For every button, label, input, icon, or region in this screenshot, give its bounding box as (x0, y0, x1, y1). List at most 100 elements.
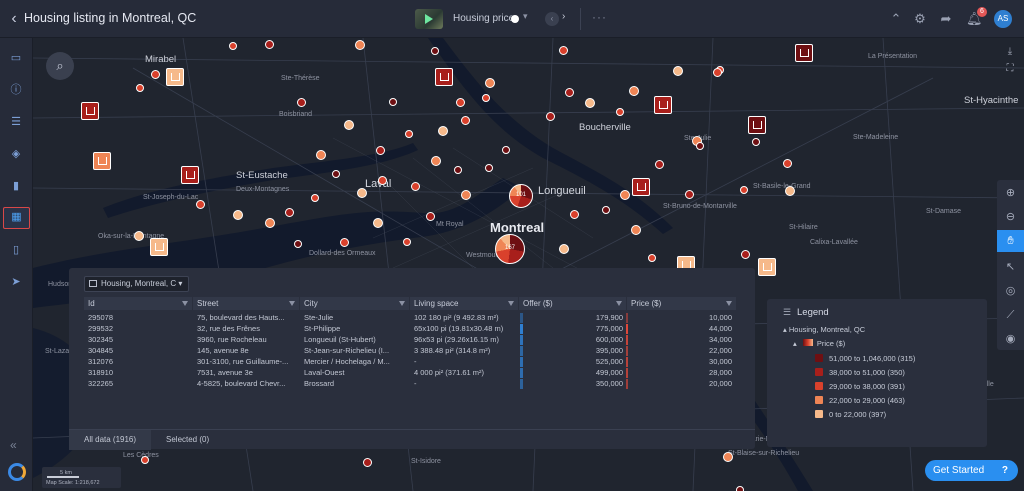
price-marker[interactable] (602, 206, 610, 214)
house-icon[interactable] (181, 166, 199, 184)
more-options-icon[interactable]: ··· (592, 10, 607, 24)
zoom-in-icon[interactable]: ⊕ (1005, 187, 1016, 199)
price-marker[interactable] (685, 190, 694, 199)
price-marker[interactable] (736, 486, 744, 491)
price-marker[interactable] (438, 126, 448, 136)
price-marker[interactable] (502, 146, 510, 154)
price-marker[interactable] (673, 66, 683, 76)
price-marker[interactable] (482, 94, 490, 102)
price-marker[interactable] (723, 452, 733, 462)
price-marker[interactable] (431, 47, 439, 55)
price-marker[interactable] (740, 186, 748, 194)
price-marker[interactable] (378, 176, 387, 185)
price-marker[interactable] (136, 84, 144, 92)
filter-icon[interactable] (399, 301, 405, 306)
collapse-sidebar-icon[interactable]: « (10, 438, 17, 452)
price-marker[interactable] (285, 208, 294, 217)
price-marker[interactable] (265, 40, 274, 49)
help-icon[interactable]: ? (1001, 465, 1008, 476)
column-header-street[interactable]: Street (193, 297, 299, 310)
price-marker[interactable] (357, 188, 367, 198)
filter-icon[interactable] (182, 301, 188, 306)
table-icon[interactable]: ▦ (3, 207, 30, 229)
list-icon[interactable]: ☰ (11, 116, 21, 128)
previous-layer-button[interactable]: ‹ (545, 12, 559, 26)
gear-icon[interactable]: ⚙ (914, 11, 926, 26)
price-marker[interactable] (456, 98, 465, 107)
tab-selected[interactable]: Selected (0) (166, 435, 210, 444)
house-icon[interactable] (166, 68, 184, 86)
price-marker[interactable] (344, 120, 354, 130)
fullscreen-icon[interactable]: ⛶ (1006, 63, 1014, 74)
pan-hand-icon[interactable]: ✋︎ (997, 230, 1024, 252)
select-arrow-icon[interactable]: ↖ (1005, 261, 1016, 273)
price-marker[interactable] (461, 116, 470, 125)
get-started-button[interactable]: Get Started? (925, 460, 1018, 481)
price-marker[interactable] (485, 78, 495, 88)
price-marker[interactable] (485, 164, 493, 172)
price-marker[interactable] (648, 254, 656, 262)
app-logo-icon[interactable] (8, 463, 26, 481)
price-marker[interactable] (405, 130, 413, 138)
next-layer-button[interactable]: › (562, 11, 566, 22)
zoom-out-icon[interactable]: ⊖ (1005, 211, 1016, 223)
cluster-marker[interactable]: 101 (509, 184, 533, 208)
house-icon[interactable] (654, 96, 672, 114)
price-marker[interactable] (389, 98, 397, 106)
tab-all-data[interactable]: All data (1916) (69, 430, 152, 450)
share-icon[interactable]: ➦ (940, 11, 952, 26)
info-icon[interactable]: ⓘ (10, 84, 22, 96)
column-header-id[interactable]: Id (84, 297, 192, 310)
chart-icon[interactable]: ▮ (12, 180, 20, 192)
price-marker[interactable] (141, 456, 149, 464)
price-marker[interactable] (316, 150, 326, 160)
house-icon[interactable] (748, 116, 766, 134)
price-marker[interactable] (565, 88, 574, 97)
price-marker[interactable] (620, 190, 630, 200)
price-marker[interactable] (559, 244, 569, 254)
price-marker[interactable] (752, 138, 760, 146)
column-header-living-space[interactable]: Living space (410, 297, 518, 310)
avatar[interactable]: AS (994, 10, 1012, 28)
ruler-icon[interactable]: ⟋ (1006, 309, 1015, 321)
back-arrow-icon[interactable]: ‹ (11, 10, 17, 27)
price-marker[interactable] (570, 210, 579, 219)
cluster-marker[interactable]: 167 (495, 234, 525, 264)
house-icon[interactable] (93, 152, 111, 170)
filter-icon[interactable] (289, 301, 295, 306)
price-marker[interactable] (585, 98, 595, 108)
house-icon[interactable] (435, 68, 453, 86)
house-icon[interactable] (758, 258, 776, 276)
house-icon[interactable] (632, 178, 650, 196)
price-marker[interactable] (229, 42, 237, 50)
price-marker[interactable] (546, 112, 555, 121)
price-marker[interactable] (783, 159, 792, 168)
price-marker[interactable] (431, 156, 441, 166)
price-marker[interactable] (233, 210, 243, 220)
price-marker[interactable] (616, 108, 624, 116)
price-marker[interactable] (454, 166, 462, 174)
price-marker[interactable] (655, 160, 664, 169)
camera-icon[interactable]: ◉ (1005, 333, 1016, 345)
price-marker[interactable] (265, 218, 275, 228)
search-button[interactable]: ⌕ (46, 52, 74, 80)
menu-icon[interactable]: ☰ (783, 307, 792, 317)
price-marker[interactable] (376, 146, 385, 155)
price-marker[interactable] (426, 212, 435, 221)
layer-visibility-toggle[interactable] (511, 15, 519, 23)
compass-icon[interactable]: ◎ (1005, 285, 1016, 297)
price-marker[interactable] (403, 238, 411, 246)
price-marker[interactable] (332, 170, 340, 178)
price-marker[interactable] (785, 186, 795, 196)
chevron-down-icon[interactable]: ▾ (523, 11, 528, 21)
price-marker[interactable] (294, 240, 302, 248)
layer-thumbnail-play-button[interactable] (415, 9, 443, 29)
price-marker[interactable] (713, 68, 722, 77)
legend-field-row[interactable]: ▴ Price ($) (793, 339, 846, 348)
price-marker[interactable] (559, 46, 568, 55)
price-marker[interactable] (363, 458, 372, 467)
price-marker[interactable] (741, 250, 750, 259)
price-marker[interactable] (340, 238, 349, 247)
price-marker[interactable] (411, 182, 420, 191)
column-header-price[interactable]: Price ($) (627, 297, 736, 310)
